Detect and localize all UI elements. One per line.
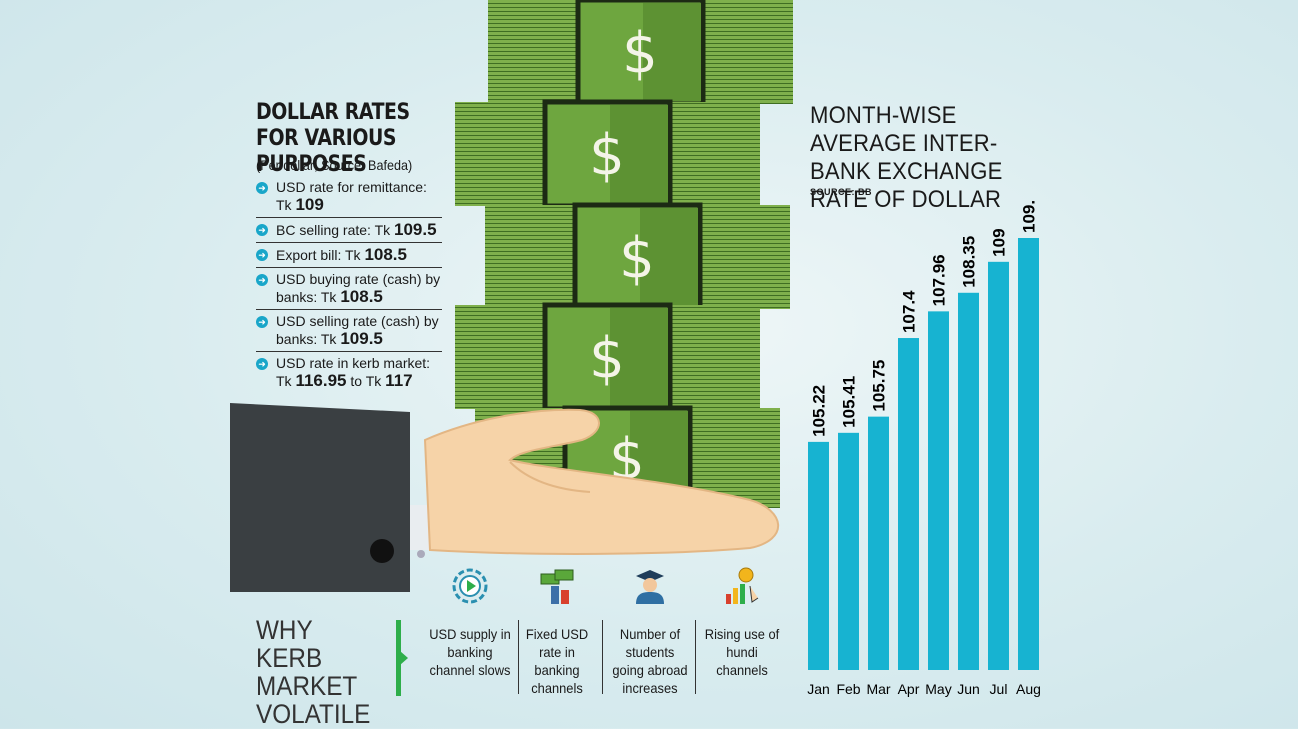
arrow-icon: ➜ (256, 316, 268, 328)
bar (868, 416, 889, 670)
money-stack: $ (455, 99, 760, 209)
bar (958, 292, 979, 670)
reason-text: USD supply in banking channel slows (429, 626, 511, 678)
reason-item: Rising use of hundi channels (697, 566, 787, 679)
data-label: 105.41 (840, 376, 859, 428)
data-label: 109 (990, 228, 1009, 256)
hand (423, 408, 780, 555)
money-hand-illustration: $$$$$ (230, 0, 793, 592)
bar-chart: 105.22 Jan 105.41 Feb 105.75 Mar 107.4 Apr 107.9… (807, 200, 1041, 697)
rates-list: ➜ USD rate for remittance: Tk 109 ➜ BC sel… (256, 176, 442, 393)
cufflink-button (370, 539, 394, 563)
tick-label: May (925, 681, 951, 697)
bar (838, 432, 859, 670)
tick-label: Jun (957, 681, 980, 697)
tick-label: Aug (1016, 681, 1041, 697)
tick-label: Mar (866, 681, 890, 697)
data-label: 109.5 (1020, 200, 1039, 233)
list-item: ➜ USD rate for remittance: Tk 109 (256, 176, 442, 218)
arrow-icon: ➜ (256, 358, 268, 370)
list-item: ➜ USD buying rate (cash) by banks: Tk 108… (256, 268, 442, 310)
money-stack: $ (455, 302, 760, 412)
dollar-symbol: $ (589, 123, 625, 188)
chart-source: SOURCE: BB (810, 187, 873, 197)
tick-label: Jan (807, 681, 830, 697)
why-arrow-icon (400, 651, 408, 665)
bar (898, 338, 919, 670)
list-item: ➜ USD rate in kerb market: Tk 116.95 to T… (256, 352, 442, 393)
why-divider-bar (396, 620, 401, 696)
list-item: ➜ BC selling rate: Tk 109.5 (256, 218, 442, 243)
tick-label: Apr (898, 681, 920, 697)
reason-item: Number of students going abroad increase… (605, 566, 695, 697)
tick-label: Feb (836, 681, 860, 697)
list-item: ➜ Export bill: Tk 108.5 (256, 243, 442, 268)
reason-divider (695, 620, 696, 694)
suit-sleeve (230, 403, 430, 592)
reason-text: Rising use of hundi channels (704, 626, 780, 678)
data-label: 107.4 (900, 290, 919, 333)
bar (808, 441, 829, 670)
tick-label: Jul (990, 681, 1008, 697)
money-stack: $ (488, 0, 793, 107)
money-flow-cycle-icon (452, 568, 488, 604)
graduate-student-icon (636, 570, 664, 604)
bar (1018, 238, 1039, 670)
data-label: 108.35 (960, 236, 979, 288)
dollar-symbol: $ (589, 326, 625, 391)
reason-text: Fixed USD rate in banking channels (525, 626, 589, 696)
rates-title: DOLLAR RATES FOR VARIOUS PURPOSES (256, 100, 410, 177)
money-stacks: $$$$$ (455, 0, 793, 511)
money-stack: $ (485, 202, 790, 312)
arrow-icon: ➜ (256, 249, 268, 261)
cash-in-hand-icon (540, 569, 574, 604)
data-label: 107.96 (930, 254, 949, 306)
reason-item: Fixed USD rate in banking channels (512, 566, 602, 697)
rising-coin-chart-icon (726, 567, 759, 604)
data-label: 105.75 (870, 360, 889, 412)
arrow-icon: ➜ (256, 182, 268, 194)
chart-title: MONTH-WISE AVERAGE INTER-BANK EXCHANGE R… (810, 102, 1003, 213)
dollar-symbol: $ (622, 21, 658, 86)
bar (988, 261, 1009, 670)
bar (928, 311, 949, 670)
list-item: ➜ USD selling rate (cash) by banks: Tk 10… (256, 310, 442, 352)
why-title: WHY KERB MARKET VOLATILE (256, 615, 371, 729)
rates-subtitle: (Per dollar; Source: Bafeda) (256, 157, 413, 173)
reason-text: Number of students going abroad increase… (612, 626, 688, 696)
dollar-symbol: $ (619, 226, 655, 291)
arrow-icon: ➜ (256, 224, 268, 236)
arrow-icon: ➜ (256, 274, 268, 286)
reason-divider (602, 620, 603, 694)
reason-item: USD supply in banking channel slows (425, 566, 515, 679)
reason-divider (518, 620, 519, 694)
data-label: 105.22 (810, 385, 829, 437)
